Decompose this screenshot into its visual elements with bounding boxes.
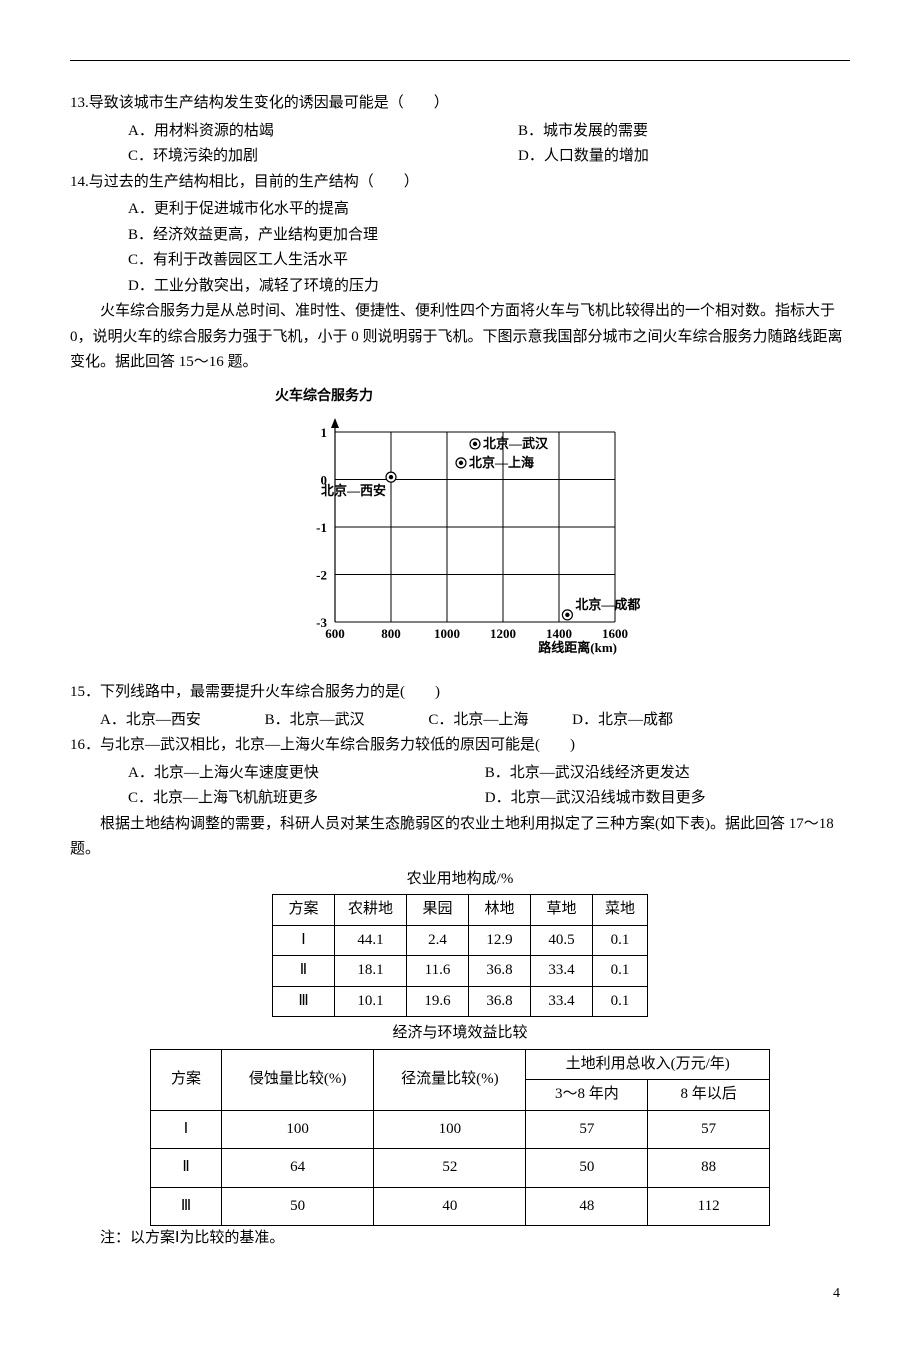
q14-optC: C．有利于改善园区工人生活水平: [70, 248, 850, 274]
q16-row2: C．北京—上海飞机航班更多 D．北京—武汉沿线城市数目更多: [70, 786, 850, 812]
t2-cell: Ⅲ: [151, 1187, 222, 1226]
svg-text:600: 600: [325, 626, 345, 641]
top-rule: [70, 60, 850, 61]
svg-text:1400: 1400: [546, 626, 572, 641]
t2-cell: Ⅱ: [151, 1149, 222, 1188]
q13-optB: B．城市发展的需要: [518, 123, 648, 139]
t1-cell: 36.8: [469, 956, 531, 987]
q13-optA: A．用材料资源的枯竭: [128, 123, 274, 139]
t1-cell: 0.1: [593, 956, 648, 987]
t1-header: 方案: [273, 895, 335, 926]
t1-cell: Ⅰ: [273, 925, 335, 956]
svg-text:路线距离(km): 路线距离(km): [538, 640, 617, 655]
table-econ-env: 方案 侵蚀量比较(%) 径流量比较(%) 土地利用总收入(万元/年) 3～8 年…: [150, 1049, 770, 1227]
svg-text:-2: -2: [316, 568, 327, 583]
t2-cell: 88: [648, 1149, 770, 1188]
q15-optB: B．北京—武汉: [265, 712, 365, 728]
t1-header: 草地: [531, 895, 593, 926]
q14-optA: A．更利于促进城市化水平的提高: [70, 197, 850, 223]
t2-cell: 50: [222, 1187, 374, 1226]
t2-cell: 57: [648, 1110, 770, 1149]
t2-cell: 64: [222, 1149, 374, 1188]
t1-cell: 12.9: [469, 925, 531, 956]
t1-cell: 36.8: [469, 986, 531, 1017]
page-number: 4: [70, 1282, 850, 1306]
t1-cell: 44.1: [335, 925, 407, 956]
table1-title: 农业用地构成/%: [70, 867, 850, 893]
chart-ylabel: 火车综合服务力: [275, 385, 373, 409]
t1-cell: 0.1: [593, 925, 648, 956]
q13-stem: 13.导致该城市生产结构发生变化的诱因最可能是（ ）: [70, 91, 850, 117]
t1-cell: 0.1: [593, 986, 648, 1017]
svg-text:1: 1: [321, 425, 328, 440]
t2-h3: 径流量比较(%): [374, 1049, 526, 1110]
t1-cell: Ⅱ: [273, 956, 335, 987]
t1-cell: 19.6: [407, 986, 469, 1017]
q15-optA: A．北京—西安: [100, 712, 201, 728]
t2-h1: 方案: [151, 1049, 222, 1110]
q16-optD: D．北京—武汉沿线城市数目更多: [485, 790, 706, 806]
q14-stem: 14.与过去的生产结构相比，目前的生产结构（ ）: [70, 170, 850, 196]
q16-stem: 16．与北京—武汉相比，北京—上海火车综合服务力较低的原因可能是( ): [70, 733, 850, 759]
t2-cell: 100: [222, 1110, 374, 1149]
t1-cell: 40.5: [531, 925, 593, 956]
t2-cell: 112: [648, 1187, 770, 1226]
q15-optC: C．北京—上海: [428, 712, 528, 728]
t2-h2: 侵蚀量比较(%): [222, 1049, 374, 1110]
q15-optD: D．北京—成都: [572, 712, 673, 728]
q13-options2: C．环境污染的加剧 D．人口数量的增加: [70, 144, 850, 170]
t2-sub1: 3～8 年内: [526, 1080, 648, 1111]
svg-text:1200: 1200: [490, 626, 516, 641]
q16-optA: A．北京—上海火车速度更快: [128, 765, 319, 781]
svg-text:800: 800: [381, 626, 401, 641]
table-note: 注：以方案Ⅰ为比较的基准。: [70, 1226, 850, 1252]
q16-optB: B．北京—武汉沿线经济更发达: [485, 765, 690, 781]
train-chart: -3-2-1016008001000120014001600路线距离(km)北京…: [275, 412, 645, 662]
t2-cell: 50: [526, 1149, 648, 1188]
t1-cell: 33.4: [531, 956, 593, 987]
q15-stem: 15．下列线路中，最需要提升火车综合服务力的是( ): [70, 680, 850, 706]
svg-text:北京—成都: 北京—成都: [575, 597, 640, 612]
t1-cell: Ⅲ: [273, 986, 335, 1017]
q13-options: A．用材料资源的枯竭 B．城市发展的需要: [70, 119, 850, 145]
train-chart-wrap: 火车综合服务力 -3-2-1016008001000120014001600路线…: [70, 384, 850, 663]
q15-options: A．北京—西安 B．北京—武汉 C．北京—上海 D．北京—成都: [70, 708, 850, 734]
q16-row1: A．北京—上海火车速度更快 B．北京—武汉沿线经济更发达: [70, 761, 850, 787]
q13-optC: C．环境污染的加剧: [128, 148, 258, 164]
svg-text:北京—上海: 北京—上海: [469, 455, 534, 470]
svg-text:北京—西安: 北京—西安: [321, 483, 386, 498]
q13-optD: D．人口数量的增加: [518, 148, 649, 164]
q14-optB: B．经济效益更高，产业结构更加合理: [70, 223, 850, 249]
table-land-use: 方案农耕地果园林地草地菜地 Ⅰ44.12.412.940.50.1 Ⅱ18.111.…: [272, 894, 648, 1017]
t2-cell: 48: [526, 1187, 648, 1226]
t2-sub2: 8 年以后: [648, 1080, 770, 1111]
t1-cell: 18.1: [335, 956, 407, 987]
svg-text:北京—武汉: 北京—武汉: [483, 436, 549, 451]
t1-cell: 2.4: [407, 925, 469, 956]
passage-17-18: 根据土地结构调整的需要，科研人员对某生态脆弱区的农业土地利用拟定了三种方案(如下…: [70, 812, 850, 863]
t2-cell: Ⅰ: [151, 1110, 222, 1149]
q16-optC: C．北京—上海飞机航班更多: [128, 790, 318, 806]
t2-h4: 土地利用总收入(万元/年): [526, 1049, 770, 1080]
t1-header: 菜地: [593, 895, 648, 926]
t2-cell: 57: [526, 1110, 648, 1149]
t2-cell: 52: [374, 1149, 526, 1188]
table2-title: 经济与环境效益比较: [70, 1021, 850, 1047]
passage-15-16: 火车综合服务力是从总时间、准时性、便捷性、便利性四个方面将火车与飞机比较得出的一…: [70, 299, 850, 376]
svg-text:1000: 1000: [434, 626, 460, 641]
t1-cell: 11.6: [407, 956, 469, 987]
t2-cell: 40: [374, 1187, 526, 1226]
t1-cell: 10.1: [335, 986, 407, 1017]
t2-cell: 100: [374, 1110, 526, 1149]
t1-header: 果园: [407, 895, 469, 926]
t1-header: 林地: [469, 895, 531, 926]
svg-text:-1: -1: [316, 520, 327, 535]
t1-header: 农耕地: [335, 895, 407, 926]
t1-cell: 33.4: [531, 986, 593, 1017]
svg-text:1600: 1600: [602, 626, 628, 641]
q14-optD: D．工业分散突出，减轻了环境的压力: [70, 274, 850, 300]
